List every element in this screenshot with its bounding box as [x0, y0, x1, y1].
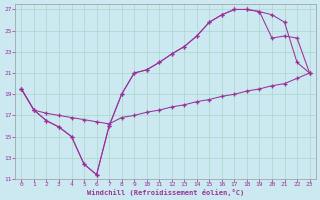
X-axis label: Windchill (Refroidissement éolien,°C): Windchill (Refroidissement éolien,°C) [87, 189, 244, 196]
